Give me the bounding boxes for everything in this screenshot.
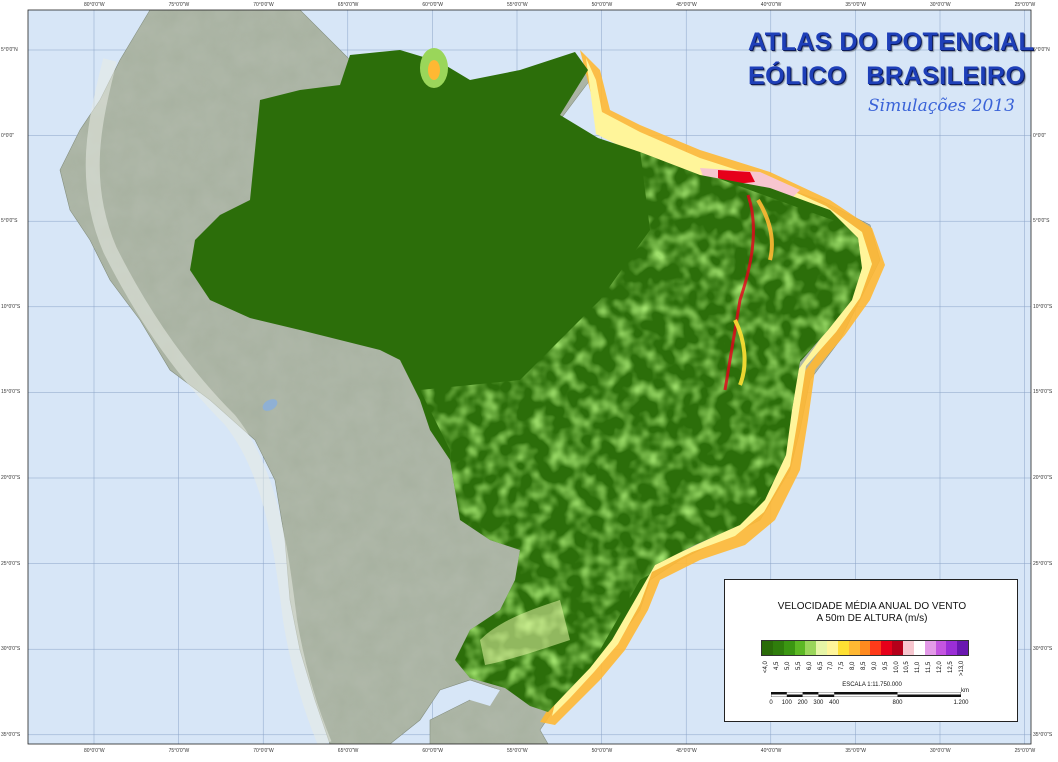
longitude-label: 80°0'0"W [84, 2, 105, 8]
legend-swatch [816, 641, 828, 655]
latitude-label: 35°0'0"S [1, 731, 21, 738]
longitude-label: 45°0'0"W [676, 2, 697, 8]
longitude-label: 70°0'0"W [253, 2, 274, 8]
legend-class-label: 7,5 [839, 661, 846, 670]
map-subtitle: Simulações 2013 [868, 96, 1015, 116]
longitude-label: 65°0'0"W [337, 2, 359, 8]
legend-class-label: <4,0 [763, 660, 770, 673]
legend-class-label: 9,5 [882, 661, 889, 670]
legend-swatch [794, 641, 806, 655]
longitude-label: 80°0'0"W [84, 748, 105, 754]
latitude-label: 15°0'0"S [1033, 389, 1053, 396]
longitude-label: 75°0'0"W [168, 2, 190, 8]
legend-swatch [783, 641, 795, 655]
scale-title: ESCALA 1:11.750.000 [842, 682, 902, 688]
scale-number: 800 [892, 700, 903, 706]
legend-swatch [946, 641, 958, 655]
map-title-line2: EÓLICO BRASILEIRO [748, 62, 1026, 90]
legend-class-label: 8,5 [861, 661, 867, 670]
legend-box: VELOCIDADE MÉDIA ANUAL DO VENTO A 50m DE… [724, 579, 1018, 722]
latitude-label: 10°0'0"S [1, 303, 21, 310]
latitude-label: 20°0'0"S [1033, 475, 1053, 481]
latitude-label: 5°0'0"S [1033, 218, 1050, 225]
legend-class-label: 6,5 [817, 661, 824, 670]
latitude-label: 35°0'0"S [1033, 731, 1053, 738]
legend-class-label: 11,5 [926, 661, 933, 673]
legend-swatch [762, 641, 773, 655]
legend-class-label: 5,5 [795, 661, 802, 670]
legend-class-label: 11,0 [915, 661, 922, 673]
longitude-label: 40°0'0"W [760, 2, 782, 8]
scale-number: 300 [813, 700, 824, 706]
latitude-label: 5°0'0"N [1033, 47, 1050, 53]
legend-class-label: 7,0 [828, 661, 835, 670]
legend-color-bar [761, 640, 969, 656]
legend-swatch [957, 641, 969, 655]
legend-class-label: 10,0 [893, 661, 900, 673]
latitude-label: 5°0'0"S [1, 218, 18, 225]
latitude-label: 30°0'0"S [1, 646, 21, 653]
legend-swatch [924, 641, 936, 655]
legend-swatch [935, 641, 947, 655]
longitude-label: 45°0'0"W [676, 748, 697, 754]
scale-number: 0 [769, 700, 773, 706]
legend-class-label: 10,5 [904, 661, 911, 673]
longitude-label: 25°0'0"W [1014, 2, 1036, 8]
legend-class-label: 12,0 [936, 661, 943, 673]
legend-swatch [772, 641, 784, 655]
map-title-line1: ATLAS DO POTENCIAL [748, 28, 1035, 56]
longitude-label: 55°0'0"W [507, 748, 528, 754]
latitude-label: 5°0'0"N [1, 47, 18, 53]
latitude-label: 15°0'0"S [1, 389, 21, 396]
longitude-label: 40°0'0"W [760, 748, 782, 754]
legend-swatch [859, 641, 871, 655]
legend-class-label: 4,5 [774, 661, 781, 670]
latitude-label: 30°0'0"S [1033, 646, 1053, 653]
latitude-label: 20°0'0"S [1, 475, 21, 481]
longitude-label: 30°0'0"W [930, 748, 951, 754]
legend-swatch [913, 641, 925, 655]
longitude-label: 35°0'0"W [845, 2, 866, 8]
brazil-wind-map [190, 48, 885, 725]
scale-number: 200 [797, 700, 808, 706]
legend-class-label: 12,5 [947, 661, 954, 673]
scale-bar [771, 692, 961, 697]
legend-swatch [902, 641, 914, 655]
legend-swatch [827, 641, 838, 655]
legend-class-label: 9,0 [871, 661, 878, 670]
legend-class-label: 6,0 [806, 661, 813, 670]
legend-swatch [805, 641, 817, 655]
latitude-label: 0°0'0" [1, 132, 15, 139]
longitude-label: 50°0'0"W [591, 748, 613, 754]
scale-number: 100 [781, 700, 792, 706]
scale-unit: km [961, 688, 969, 694]
latitude-label: 10°0'0"S [1033, 303, 1053, 310]
latitude-label: 25°0'0"S [1033, 560, 1053, 567]
longitude-label: 30°0'0"W [930, 2, 951, 8]
legend-swatch [870, 641, 882, 655]
legend-swatch [892, 641, 903, 655]
longitude-label: 60°0'0"W [422, 748, 443, 754]
scale-number: 400 [829, 700, 840, 706]
latitude-label: 0°0'0" [1033, 132, 1047, 139]
legend-class-label: 5,0 [785, 661, 792, 670]
longitude-label: 60°0'0"W [422, 2, 443, 8]
longitude-label: 75°0'0"W [168, 748, 190, 754]
latitude-label: 25°0'0"S [1, 560, 21, 567]
longitude-label: 65°0'0"W [337, 748, 359, 754]
longitude-label: 55°0'0"W [507, 2, 528, 8]
legend-title-line2: A 50m DE ALTURA (m/s) [816, 613, 928, 624]
legend-swatch [837, 641, 849, 655]
legend-swatch [848, 641, 860, 655]
longitude-label: 50°0'0"W [591, 2, 613, 8]
legend-swatch [881, 641, 893, 655]
longitude-label: 25°0'0"W [1014, 748, 1036, 754]
scale-number: 1.200 [953, 700, 969, 706]
longitude-label: 70°0'0"W [253, 748, 274, 754]
legend-class-label: >13,0 [958, 660, 965, 676]
legend-class-label: 8,0 [850, 661, 857, 670]
legend-title-line1: VELOCIDADE MÉDIA ANUAL DO VENTO [777, 601, 967, 612]
longitude-label: 35°0'0"W [845, 748, 866, 754]
